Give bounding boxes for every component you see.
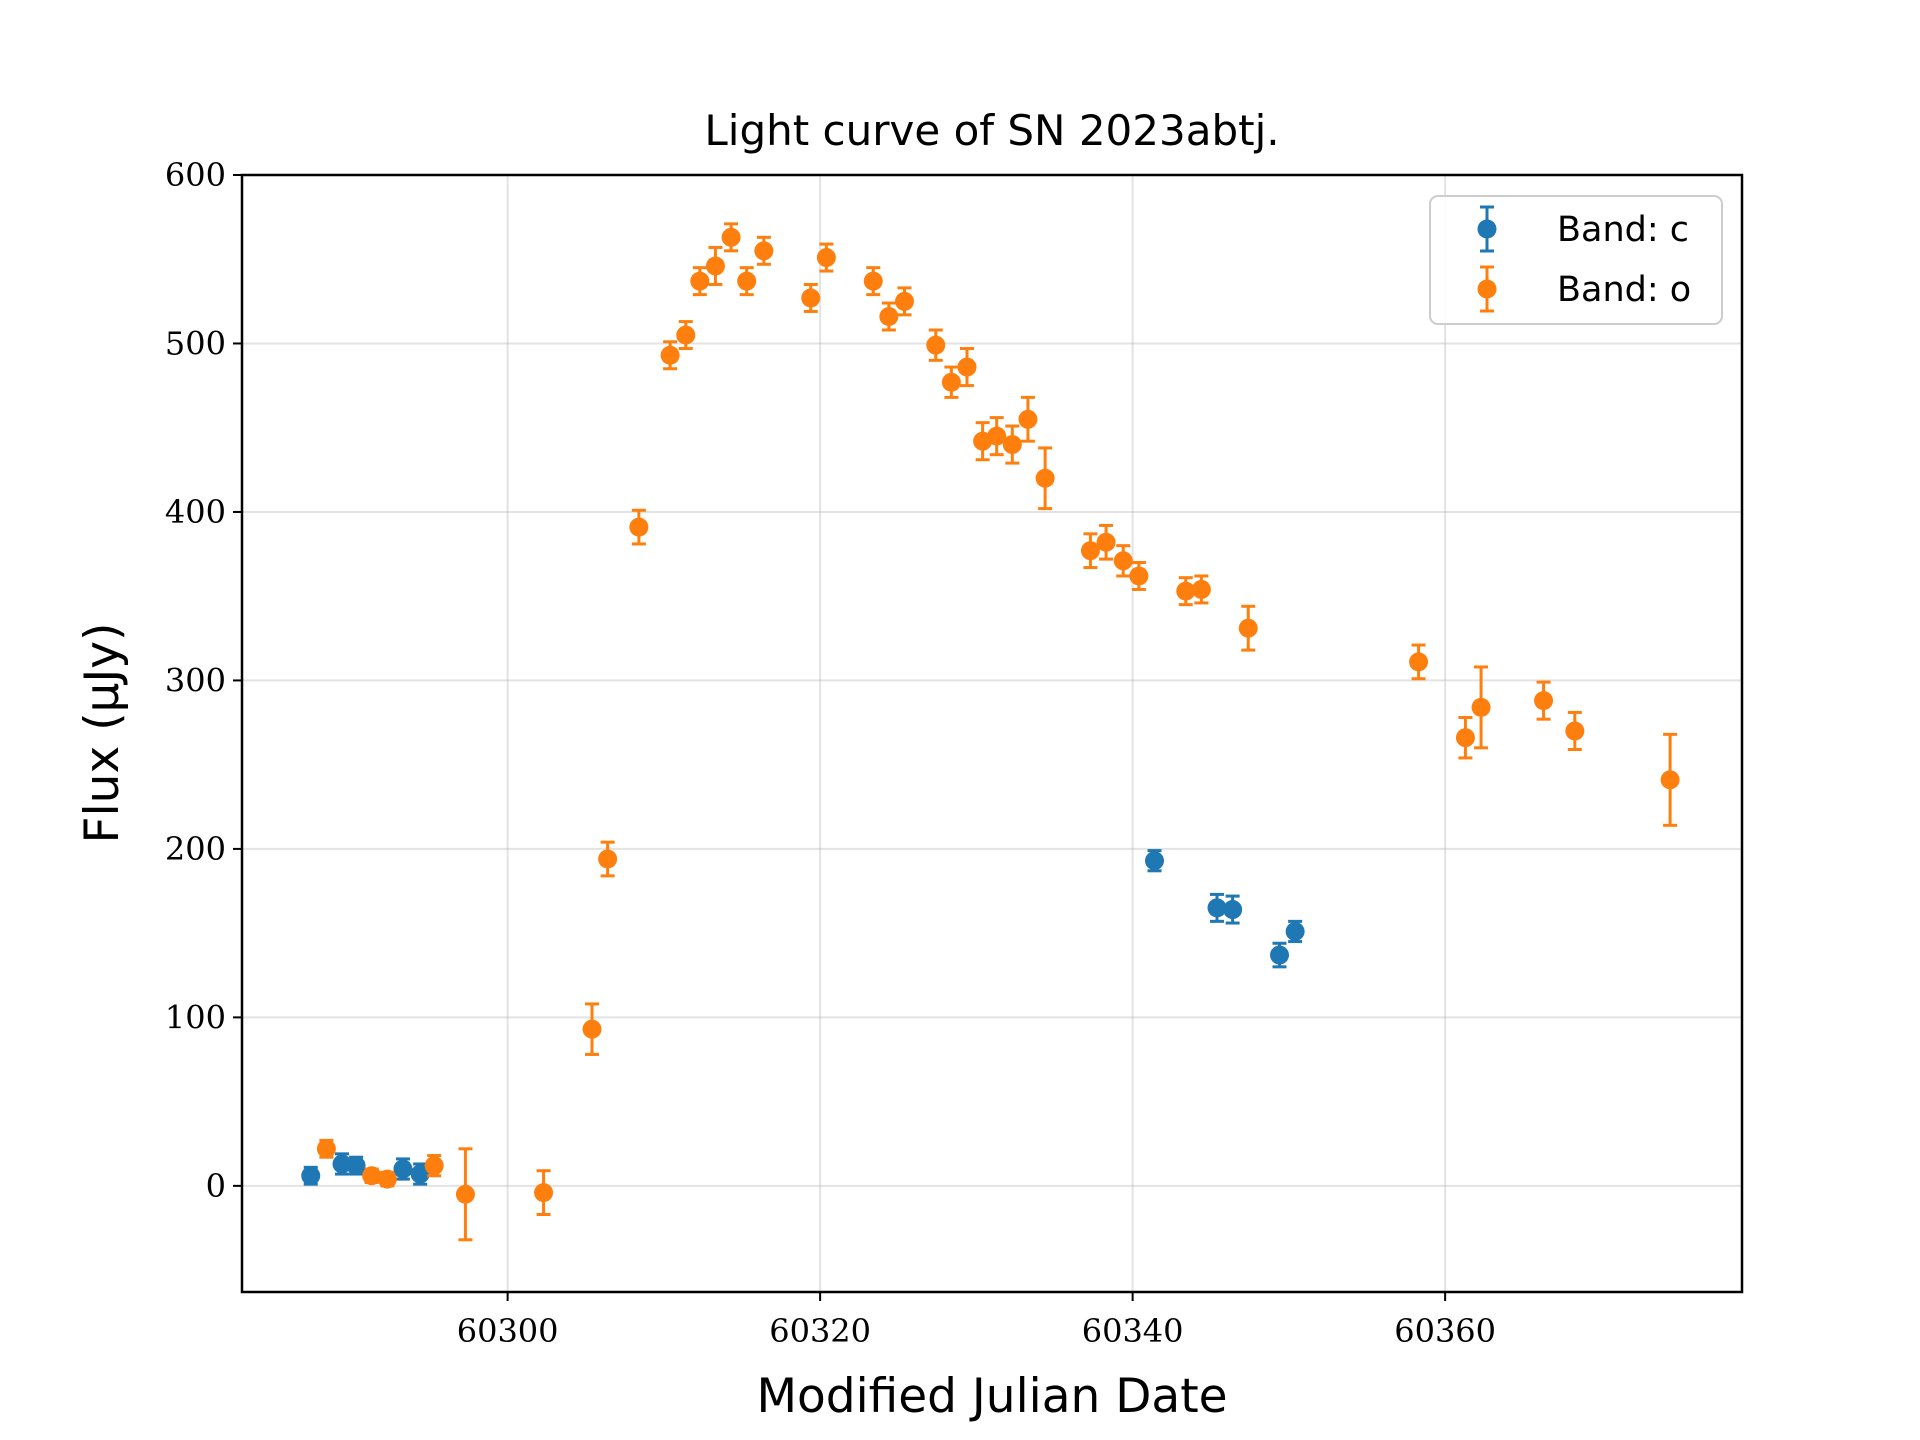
data-point	[1035, 468, 1055, 488]
plot-frame	[240, 173, 1744, 1294]
data-point	[1471, 697, 1491, 717]
data-point	[754, 241, 774, 261]
y-axis-label: Flux (μJy)	[75, 623, 130, 844]
axis-ticks: 60300 60320 60340 60360 0 100 200 300 400 500 600	[165, 156, 1496, 1350]
y-tick-label: 500	[165, 324, 226, 362]
y-tick-label: 300	[165, 661, 226, 699]
data-point	[879, 307, 899, 327]
data-point	[1145, 851, 1164, 871]
data-point	[690, 271, 710, 291]
data-point	[393, 1159, 413, 1179]
data-point	[598, 849, 618, 869]
y-tick-label: 0	[206, 1167, 226, 1205]
x-tick-label: 60360	[1394, 1312, 1496, 1350]
data-point	[941, 372, 961, 392]
series-band-c	[301, 849, 1305, 1186]
legend-label: Band: c	[1557, 210, 1689, 250]
legend-marker	[1477, 279, 1497, 299]
data-point	[1129, 566, 1149, 586]
y-tick-label: 600	[165, 156, 226, 194]
legend-item-band-c: Band: c	[1477, 205, 1689, 253]
data-point	[1409, 652, 1429, 672]
data-point	[676, 325, 696, 345]
data-series	[301, 222, 1680, 1242]
data-point	[316, 1139, 336, 1159]
data-point	[1113, 551, 1133, 571]
data-point	[1096, 532, 1116, 552]
data-point	[455, 1184, 475, 1204]
legend-box	[1429, 195, 1723, 325]
x-tick-label: 60320	[769, 1312, 871, 1350]
data-point	[1238, 618, 1258, 638]
data-point	[582, 1019, 602, 1039]
data-point	[957, 357, 977, 377]
data-point	[705, 256, 725, 276]
data-point	[534, 1183, 554, 1203]
legend-marker	[1477, 219, 1497, 239]
y-tick-label: 100	[165, 998, 226, 1036]
legend-item-band-o: Band: o	[1477, 265, 1691, 313]
data-point	[1534, 691, 1554, 711]
data-point	[1002, 435, 1022, 455]
x-tick-label: 60300	[457, 1312, 559, 1350]
data-point	[629, 517, 649, 537]
data-point	[863, 271, 883, 291]
data-point	[801, 288, 821, 308]
data-point	[1455, 728, 1475, 748]
data-point	[424, 1156, 444, 1176]
data-point	[1565, 721, 1585, 741]
chart-title: Light curve of SN 2023abtj.	[704, 106, 1279, 155]
data-point	[660, 345, 680, 365]
x-tick-label: 60340	[1082, 1312, 1184, 1350]
y-tick-label: 400	[165, 493, 226, 531]
data-point	[410, 1164, 430, 1184]
x-axis-label: Modified Julian Date	[756, 1369, 1227, 1424]
legend: Band: c Band: o	[1429, 195, 1723, 325]
data-point	[926, 335, 946, 355]
data-point	[721, 227, 741, 247]
data-point	[1223, 900, 1243, 920]
data-point	[987, 426, 1007, 446]
data-point	[362, 1166, 382, 1186]
data-point	[1176, 581, 1196, 601]
data-point	[377, 1169, 397, 1189]
data-point	[1207, 898, 1227, 918]
data-point	[737, 271, 757, 291]
data-point	[1660, 770, 1680, 790]
y-tick-label: 200	[165, 830, 226, 868]
data-point	[895, 291, 914, 311]
legend-label: Band: o	[1557, 270, 1691, 310]
data-point	[816, 248, 836, 268]
data-point	[332, 1154, 352, 1174]
data-point	[1285, 921, 1305, 941]
data-point	[1018, 409, 1038, 429]
data-point	[346, 1156, 366, 1176]
data-point	[1080, 541, 1100, 561]
data-point	[301, 1166, 321, 1186]
series-band-o	[316, 222, 1680, 1242]
data-point	[1270, 945, 1289, 965]
data-point	[1191, 579, 1211, 599]
